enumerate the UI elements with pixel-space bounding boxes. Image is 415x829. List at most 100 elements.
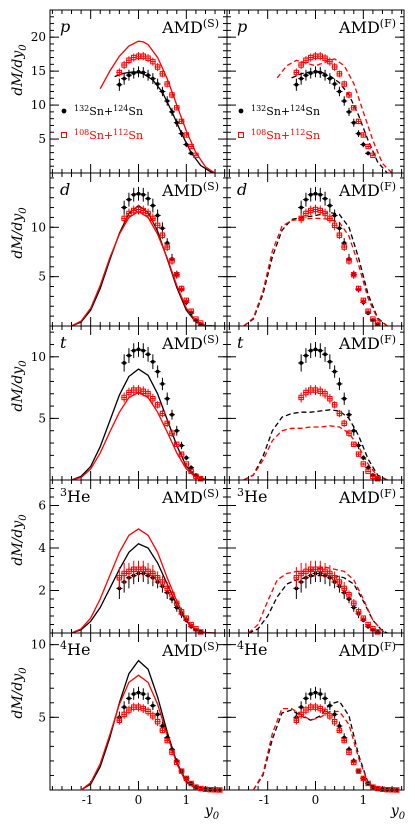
model-name: AMD (338, 18, 380, 37)
data-point (327, 359, 332, 364)
data-point (164, 244, 170, 250)
data-point (174, 428, 179, 433)
data-point (303, 210, 309, 217)
y-tick-label: 15 (31, 64, 46, 78)
data-point (150, 58, 156, 65)
x-axis-label-left: y0 (204, 803, 220, 822)
data-point (332, 712, 337, 717)
y-axis-label-text: dM/dy (10, 213, 26, 259)
data-point (179, 131, 184, 136)
particle-label: p (237, 17, 247, 36)
data-point (174, 759, 180, 766)
data-point (366, 151, 371, 156)
data-point (188, 468, 194, 475)
data-point (351, 105, 357, 111)
model-name: AMD (338, 641, 380, 660)
data-point (355, 609, 362, 615)
data-point (351, 600, 357, 606)
legend-element: Sn+ (89, 129, 113, 142)
data-point (122, 361, 127, 365)
legend-mass-number: 124 (290, 104, 305, 113)
data-point (184, 142, 189, 147)
data-point (313, 191, 318, 196)
model-curve (243, 425, 388, 481)
model-label: AMD(S) (161, 333, 219, 353)
data-point (150, 76, 155, 81)
model-curve (252, 707, 379, 791)
x-axis-label-text: y (204, 803, 214, 819)
data-point (126, 57, 132, 63)
data-point (193, 316, 199, 322)
data-point (121, 711, 127, 718)
data-point (174, 120, 179, 125)
y-tick-label: 5 (38, 710, 46, 724)
data-point (159, 727, 166, 734)
y-axis-label-sub: 0 (18, 667, 29, 674)
data-point (188, 308, 194, 314)
data-point (160, 724, 165, 728)
y-tick-label: 10 (31, 350, 46, 364)
data-point (140, 705, 146, 712)
model-curve (248, 566, 388, 634)
x-tick-label: -1 (82, 793, 94, 807)
data-point (304, 197, 308, 202)
data-point (323, 696, 327, 701)
data-point (303, 57, 309, 63)
data-point (313, 347, 318, 352)
data-point (308, 71, 313, 76)
model-name: AMD (161, 18, 203, 37)
data-point (183, 132, 190, 138)
data-point (165, 396, 170, 401)
data-point (331, 718, 338, 725)
data-point (360, 775, 367, 782)
data-point (351, 120, 356, 125)
particle-label: t (237, 333, 244, 352)
legend-marker (61, 108, 67, 114)
data-point (308, 192, 313, 197)
legend-element: Sn (128, 105, 143, 118)
data-point (337, 226, 342, 231)
particle-mass-number: 3 (237, 486, 244, 499)
data-point (370, 316, 376, 322)
particle-symbol: He (244, 487, 267, 506)
y-axis-label-text: dM/dy (10, 520, 26, 566)
data-point (159, 232, 166, 238)
data-point (365, 621, 371, 628)
data-point (342, 396, 347, 401)
data-point (146, 696, 150, 701)
data-point (341, 81, 347, 87)
data-point (188, 143, 194, 150)
data-point (155, 712, 160, 717)
legend-entry: 108Sn+112Sn (251, 128, 320, 142)
model-curve (71, 368, 216, 481)
data-point (145, 708, 151, 715)
data-point (154, 718, 161, 725)
y-tick-label: 10 (31, 220, 46, 234)
data-point (146, 352, 150, 357)
data-point (127, 696, 131, 701)
data-point (327, 713, 333, 719)
data-point (174, 441, 180, 447)
data-point (169, 258, 175, 264)
data-point (298, 711, 304, 718)
data-point (299, 205, 304, 210)
data-point (313, 690, 318, 695)
y-axis-label-text: dM/dy (10, 673, 26, 719)
data-point (136, 347, 141, 352)
data-point (299, 705, 304, 710)
data-point (331, 222, 338, 229)
data-point (327, 570, 333, 577)
legend-mass-number: 132 (74, 104, 89, 113)
data-point (116, 69, 123, 76)
data-point (327, 395, 333, 402)
particle-label: 4He (60, 639, 90, 659)
data-point (122, 76, 127, 81)
data-point (374, 320, 381, 326)
x-tick-label: -1 (259, 793, 271, 807)
data-point (322, 210, 328, 217)
data-point (183, 461, 190, 467)
model-superscript: (S) (203, 640, 219, 653)
legend-element: Sn+ (266, 105, 290, 118)
